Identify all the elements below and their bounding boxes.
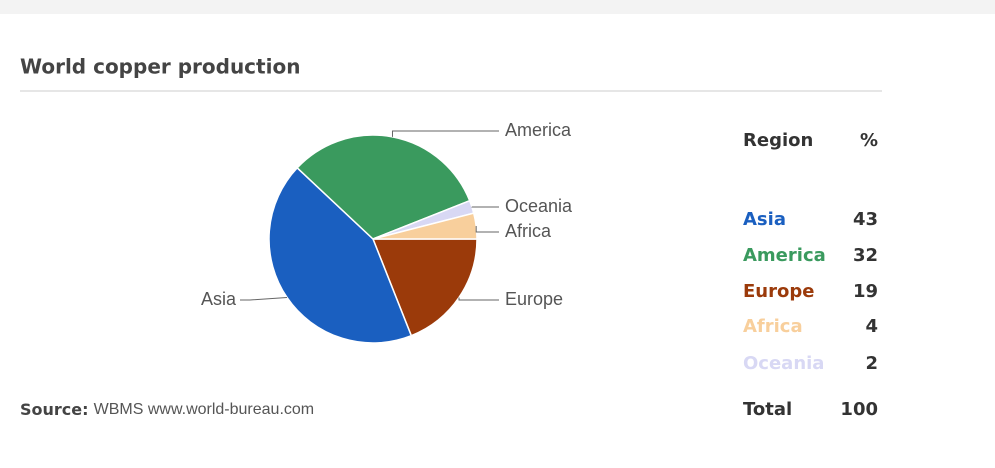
slice-label: Oceania [505,196,573,216]
table-value: 32 [853,245,878,266]
leader-line [459,297,499,300]
table-region: Europe [743,281,814,302]
leader-line [240,297,287,300]
table-header: % [860,130,878,151]
table-value: 4 [865,316,878,337]
chart-title: World copper production [20,55,300,79]
source: Source: WBMS www.world-bureau.com [20,400,314,419]
table-region: America [743,245,826,266]
table-region: Africa [743,316,803,337]
table-value: 19 [853,281,878,302]
total-label: Total [743,399,792,420]
source-label: Source: [20,400,89,419]
table-region: Asia [743,209,786,230]
slice-label: Africa [505,221,552,241]
top-band [0,0,995,14]
slice-label: America [505,120,572,140]
table-value: 43 [853,209,878,230]
slice-label: Asia [201,289,237,309]
source-text: WBMS www.world-bureau.com [94,401,315,418]
leader-line [476,226,499,232]
total-value: 100 [840,399,878,420]
table-header: Region [743,130,813,151]
table-region: Oceania [743,353,824,374]
table-value: 2 [865,353,878,374]
slice-label: Europe [505,289,563,309]
leader-line [392,131,499,137]
